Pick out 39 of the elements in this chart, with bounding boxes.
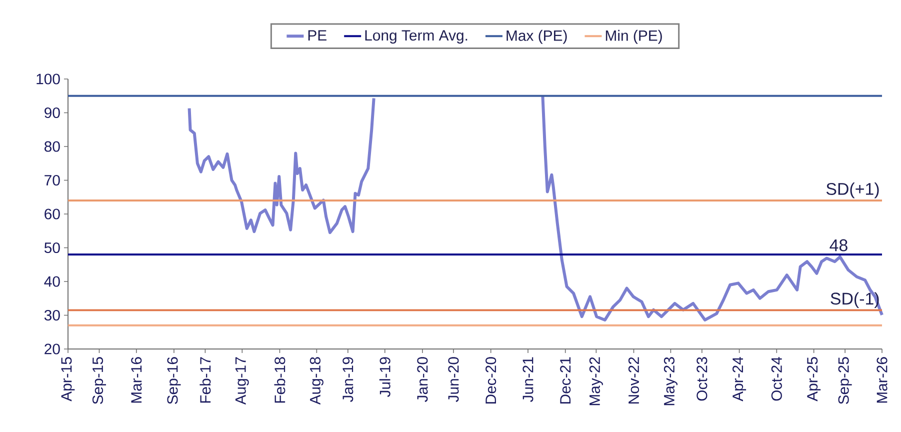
- x-tick-label: Apr-24: [732, 356, 746, 402]
- x-tick-label: Sep-15: [92, 357, 106, 404]
- x-tick-label: Jul-19: [379, 357, 390, 397]
- x-tick-label: Dec-21: [560, 357, 571, 404]
- y-tick-label: 70: [44, 174, 60, 186]
- x-tick-label: May-23: [664, 357, 678, 406]
- x-tick-label: Feb-18: [274, 357, 286, 403]
- y-tick-label: 90: [44, 107, 60, 118]
- x-tick-label: Jan-19: [342, 357, 354, 402]
- legend-label: Long Term Avg.: [365, 30, 468, 44]
- y-tick-label: 60: [44, 208, 60, 220]
- legend-label: Max (PE): [506, 30, 567, 44]
- x-tick-label: Jun-21: [522, 357, 534, 402]
- x-tick-label: Sep-25: [838, 357, 852, 404]
- ref-line-label: SD(+1): [826, 182, 879, 198]
- y-tick-label: 50: [44, 242, 60, 254]
- x-tick-label: Dec-20: [486, 357, 496, 404]
- legend-label: Min (PE): [606, 30, 662, 44]
- x-tick-label: Oct-23: [696, 357, 708, 401]
- legend-label: PE: [308, 30, 326, 40]
- annotation: 48: [830, 239, 848, 252]
- y-tick-label: 40: [44, 276, 60, 287]
- x-tick-label: Aug-18: [310, 357, 324, 405]
- x-tick-label: Mar-26: [876, 357, 888, 403]
- x-tick-label: Aug-17: [235, 357, 249, 405]
- y-tick-label: 100: [36, 74, 60, 84]
- x-tick-label: Jan-20: [417, 357, 428, 402]
- x-tick-label: Mar-16: [131, 357, 142, 403]
- y-tick-label: 20: [44, 344, 60, 354]
- x-tick-label: Jun-20: [448, 357, 459, 402]
- x-tick-label: Sep-16: [167, 357, 181, 404]
- x-tick-label: May-22: [589, 357, 603, 406]
- x-tick-label: Oct-24: [771, 356, 782, 401]
- x-tick-label: Apr-25: [807, 357, 821, 402]
- x-tick-label: Feb-17: [200, 357, 211, 403]
- y-tick-label: 30: [44, 310, 60, 321]
- x-tick-label: Nov-22: [628, 357, 640, 404]
- y-tick-label: 80: [44, 141, 60, 152]
- x-tick-label: Apr-15: [61, 357, 75, 402]
